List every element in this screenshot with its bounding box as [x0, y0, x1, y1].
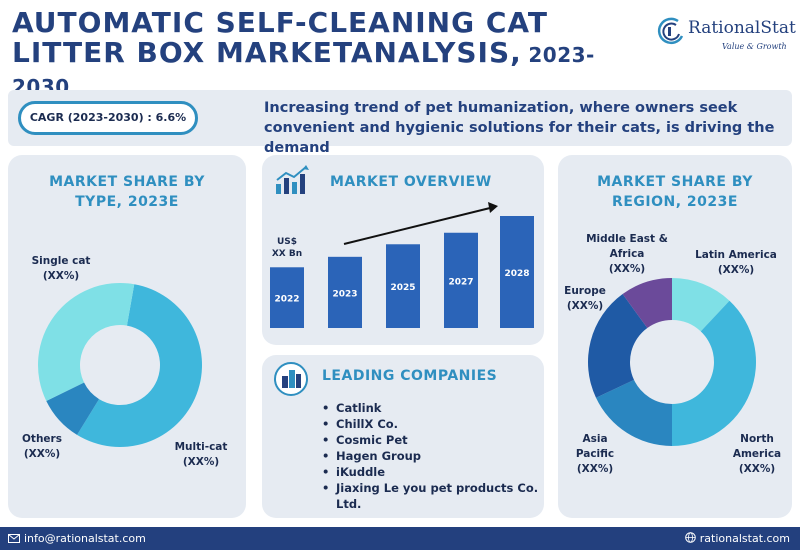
bar-2025 [386, 244, 420, 328]
type-share-title-line-1: MARKET SHARE BY [49, 174, 205, 190]
footer-website[interactable]: rationalstat.com [684, 527, 790, 550]
region-share-title-line-1: MARKET SHARE BY [597, 174, 753, 190]
company-item: Jiaxing Le you pet products Co. Ltd. [322, 480, 542, 512]
mail-icon [8, 534, 20, 543]
unit-label-line-1: US$ [276, 237, 298, 247]
rationalstat-logo[interactable]: RationalStat Value & Growth [656, 14, 796, 54]
company-item: iKuddle [322, 464, 542, 480]
label-asia-pacific: Asia Pacific (XX%) [570, 432, 620, 477]
company-item: ChillX Co. [322, 416, 542, 432]
label-middle-east-africa: Middle East & Africa (XX%) [586, 232, 668, 277]
bar-2027 [444, 232, 478, 328]
leading-companies-title: LEADING COMPANIES [322, 368, 498, 384]
slice-others [46, 382, 100, 435]
type-share-title: MARKET SHARE BY TYPE, 2023E [8, 172, 246, 212]
label-apac-line-1: Asia [582, 433, 608, 445]
label-latam-value: (XX%) [717, 264, 755, 276]
label-mea-line-1: Middle East & [586, 233, 668, 245]
bar-2028 [500, 216, 534, 328]
trend-arrow-head [488, 202, 498, 213]
label-others-name: Others [22, 433, 62, 445]
label-apac-line-2: Pacific [575, 448, 615, 460]
label-europe-name: Europe [564, 285, 606, 297]
label-multi-cat-name: Multi-cat [174, 441, 228, 453]
market-overview-title: MARKET OVERVIEW [330, 174, 492, 190]
bar-2023 [328, 256, 362, 328]
region-share-title-line-2: REGION, 2023E [612, 194, 738, 210]
bar-label-2023: 2023 [332, 289, 357, 299]
bar-label-2025: 2025 [390, 283, 415, 293]
trend-arrow-line [343, 207, 491, 245]
slice-north-america [672, 300, 756, 446]
page-title: AUTOMATIC SELF-CLEANING CAT LITTER BOX M… [12, 8, 622, 104]
slice-latin-america [672, 278, 730, 332]
companies-list: Catlink ChillX Co. Cosmic Pet Hagen Grou… [322, 400, 542, 512]
label-multi-cat: Multi-cat (XX%) [168, 440, 234, 470]
slice-europe [588, 294, 648, 398]
slice-middle-east-africa [622, 278, 672, 329]
market-overview-bar-chart: 2022 2023 2025 2027 2028 [270, 202, 534, 328]
region-donut-chart [588, 278, 756, 446]
label-europe-value: (XX%) [566, 300, 604, 312]
label-na-line-2: America [732, 448, 782, 460]
label-north-america: North America (XX%) [728, 432, 786, 477]
label-europe: Europe (XX%) [560, 284, 610, 314]
company-item: Hagen Group [322, 448, 542, 464]
label-latam-name: Latin America [695, 249, 777, 261]
bar-label-2028: 2028 [504, 269, 529, 279]
footer-email-text: info@rationalstat.com [24, 532, 146, 545]
title-line-2: LITTER BOX MARKETANALYSIS, [12, 36, 522, 69]
company-item: Catlink [322, 400, 542, 416]
bar-label-2027: 2027 [448, 277, 473, 287]
label-single-cat-value: (XX%) [42, 270, 80, 282]
label-single-cat: Single cat (XX%) [26, 254, 96, 284]
label-mea-line-2: Africa [609, 248, 645, 260]
label-apac-value: (XX%) [576, 463, 614, 475]
footer-email[interactable]: info@rationalstat.com [8, 527, 146, 550]
region-share-title: MARKET SHARE BY REGION, 2023E [558, 172, 792, 212]
bar-2022 [270, 267, 304, 328]
buildings-icon [274, 362, 308, 396]
driver-statement: Increasing trend of pet humanization, wh… [264, 100, 775, 156]
globe-icon [684, 532, 696, 543]
unit-label: US$ XX Bn [266, 236, 308, 260]
slice-asia-pacific [595, 379, 672, 446]
company-item: Cosmic Pet [322, 432, 542, 448]
footer-bar: info@rationalstat.com rationalstat.com [0, 527, 800, 550]
label-na-line-1: North [740, 433, 774, 445]
type-donut-chart [37, 283, 202, 447]
unit-label-line-2: XX Bn [271, 249, 303, 259]
label-single-cat-name: Single cat [31, 255, 91, 267]
label-latin-america: Latin America (XX%) [690, 248, 782, 278]
label-others-value: (XX%) [23, 448, 61, 460]
footer-website-text: rationalstat.com [699, 532, 790, 545]
growth-chart-icon [276, 165, 309, 194]
logo-name: RationalStat [688, 18, 796, 38]
type-share-title-line-2: TYPE, 2023E [75, 194, 179, 210]
label-mea-value: (XX%) [608, 263, 646, 275]
logo-tagline: Value & Growth [722, 42, 787, 51]
slice-multi-cat [77, 284, 202, 447]
title-line-1: AUTOMATIC SELF-CLEANING CAT [12, 6, 548, 39]
label-others: Others (XX%) [14, 432, 70, 462]
slice-single-cat [37, 283, 135, 401]
label-multi-cat-value: (XX%) [182, 456, 220, 468]
bar-label-2022: 2022 [274, 295, 299, 305]
cagr-badge: CAGR (2023-2030) : 6.6% [18, 101, 198, 135]
logo-mark-icon [657, 17, 684, 45]
label-na-value: (XX%) [738, 463, 776, 475]
